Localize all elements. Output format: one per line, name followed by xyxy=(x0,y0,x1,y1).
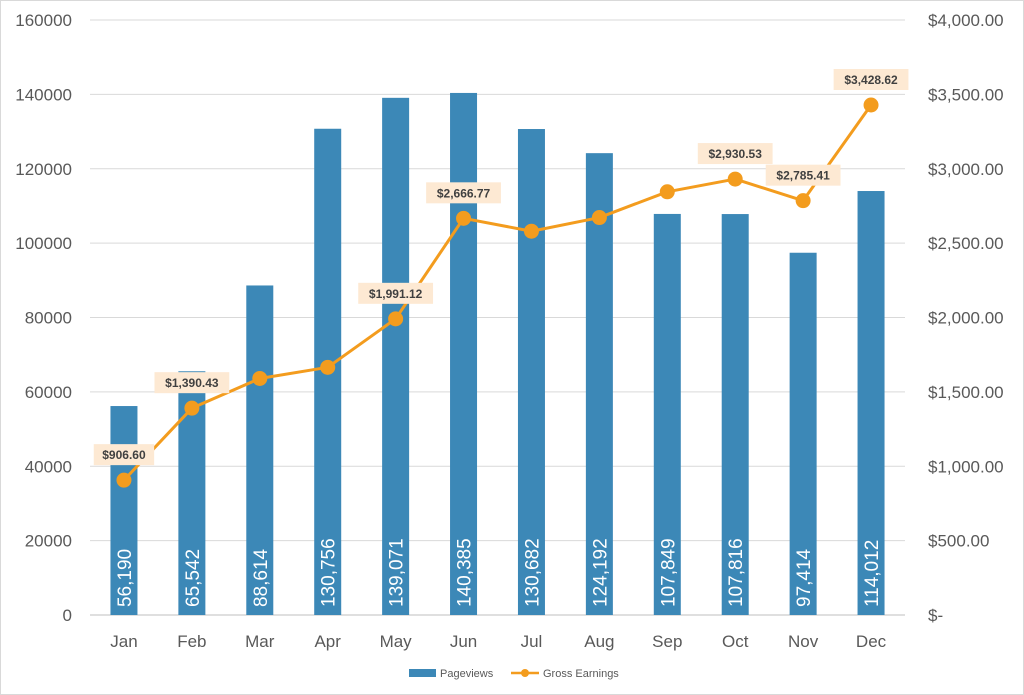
bar xyxy=(721,214,749,615)
point-label-background xyxy=(833,68,909,90)
legend: Pageviews Gross Earnings xyxy=(409,668,619,680)
point-data-label: $3,428.62 xyxy=(844,73,898,87)
left-axis-tick-label: 100000 xyxy=(15,234,72,253)
line-point xyxy=(795,193,811,209)
gross-earnings-line xyxy=(116,97,879,488)
bar-data-label: 56,190 xyxy=(115,549,136,607)
point-label-background xyxy=(93,444,155,466)
x-axis-tick-label: Feb xyxy=(177,632,206,651)
right-axis-tick-label: $3,500.00 xyxy=(928,85,1004,104)
point-data-label: $1,991.12 xyxy=(369,287,423,301)
bar-data-label: 114,012 xyxy=(862,540,883,607)
x-axis-tick-label: Jan xyxy=(110,632,137,651)
line-point xyxy=(727,171,743,187)
right-axis-tick-label: $3,000.00 xyxy=(928,160,1004,179)
x-axis-tick-label: Oct xyxy=(722,632,749,651)
right-axis-tick-label: $2,500.00 xyxy=(928,234,1004,253)
x-axis-tick-label: Sep xyxy=(652,632,682,651)
x-axis-tick-label: Dec xyxy=(856,632,887,651)
line-point xyxy=(388,311,404,327)
bar-data-label: 88,614 xyxy=(251,548,272,607)
line-point xyxy=(184,400,200,416)
left-axis-tick-label: 160000 xyxy=(15,11,72,30)
left-axis: 0 20000 40000 60000 80000 100000 120000 140000 1… xyxy=(15,11,72,625)
line-point xyxy=(591,210,607,226)
bar xyxy=(789,252,817,615)
legend-swatch-marker-earnings xyxy=(521,669,529,677)
right-axis-tick-label: $1,500.00 xyxy=(928,383,1004,402)
right-axis-tick-label: $500.00 xyxy=(928,532,989,551)
legend-swatch-pageviews xyxy=(409,669,436,677)
line-point xyxy=(523,223,539,239)
left-axis-tick-label: 20000 xyxy=(25,532,72,551)
bar-data-label: 130,756 xyxy=(319,538,340,607)
point-data-label: $906.60 xyxy=(102,448,146,462)
right-axis-tick-label: $4,000.00 xyxy=(928,11,1004,30)
x-axis-tick-label: May xyxy=(380,632,413,651)
line-point xyxy=(863,97,879,113)
bar xyxy=(110,406,138,615)
bar-data-label: 97,414 xyxy=(794,548,815,607)
legend-label-gross-earnings: Gross Earnings xyxy=(543,668,619,680)
legend-label-pageviews: Pageviews xyxy=(440,668,494,680)
x-axis-tick-label: Jun xyxy=(450,632,477,651)
bar xyxy=(653,213,681,616)
x-axis-tick-label: Mar xyxy=(245,632,275,651)
point-label-background xyxy=(697,143,773,165)
left-axis-tick-label: 80000 xyxy=(25,309,72,328)
line-point xyxy=(320,359,336,375)
right-axis-tick-label: $- xyxy=(928,606,943,625)
x-axis-tick-label: Jul xyxy=(521,632,543,651)
line-point xyxy=(116,472,132,488)
bar-data-label: 107,849 xyxy=(658,538,679,607)
line-point xyxy=(456,210,472,226)
bar-data-label: 130,682 xyxy=(522,538,543,607)
bar-data-label: 139,071 xyxy=(387,538,408,607)
left-axis-tick-label: 40000 xyxy=(25,457,72,476)
right-axis: $- $500.00 $1,000.00 $1,500.00 $2,000.00 $2,5… xyxy=(928,11,1004,625)
left-axis-tick-label: 0 xyxy=(63,606,72,625)
point-label-background xyxy=(154,372,230,394)
gross-earnings-data-labels: $906.60 $1,390.43 $1,991.12 $2,666.77 $2,930… xyxy=(93,68,909,466)
x-axis-tick-label: Apr xyxy=(314,632,341,651)
x-axis: Jan Feb Mar Apr May Jun Jul Aug Sep Oct Nov Dec xyxy=(110,632,886,651)
pageviews-data-labels: 56,190 65,542 88,614 130,756 139,071 140,385 1… xyxy=(115,538,883,607)
line-point xyxy=(252,370,268,386)
x-axis-tick-label: Aug xyxy=(584,632,614,651)
bar-data-label: 140,385 xyxy=(455,538,476,607)
bar-data-label: 124,192 xyxy=(590,538,611,607)
series-line xyxy=(122,104,873,482)
bar xyxy=(246,285,274,615)
left-axis-tick-label: 120000 xyxy=(15,160,72,179)
point-label-background xyxy=(765,164,841,186)
point-data-label: $1,390.43 xyxy=(165,376,219,390)
point-label-background xyxy=(426,182,501,204)
pageviews-bars xyxy=(110,92,885,616)
bar xyxy=(450,92,478,615)
bar xyxy=(382,97,410,616)
left-axis-tick-label: 60000 xyxy=(25,383,72,402)
left-axis-tick-label: 140000 xyxy=(15,85,72,104)
point-data-label: $2,785.41 xyxy=(776,169,830,183)
line-point xyxy=(659,184,675,200)
bar-data-label: 107,816 xyxy=(726,538,747,607)
right-axis-tick-label: $2,000.00 xyxy=(928,309,1004,328)
bar xyxy=(857,191,885,615)
right-axis-tick-label: $1,000.00 xyxy=(928,457,1004,476)
x-axis-tick-label: Nov xyxy=(788,632,819,651)
point-label-background xyxy=(358,282,434,304)
point-data-label: $2,666.77 xyxy=(437,186,491,200)
bar xyxy=(517,129,545,615)
bar-data-label: 65,542 xyxy=(183,549,204,607)
bar xyxy=(585,153,613,615)
point-data-label: $2,930.53 xyxy=(709,147,763,161)
